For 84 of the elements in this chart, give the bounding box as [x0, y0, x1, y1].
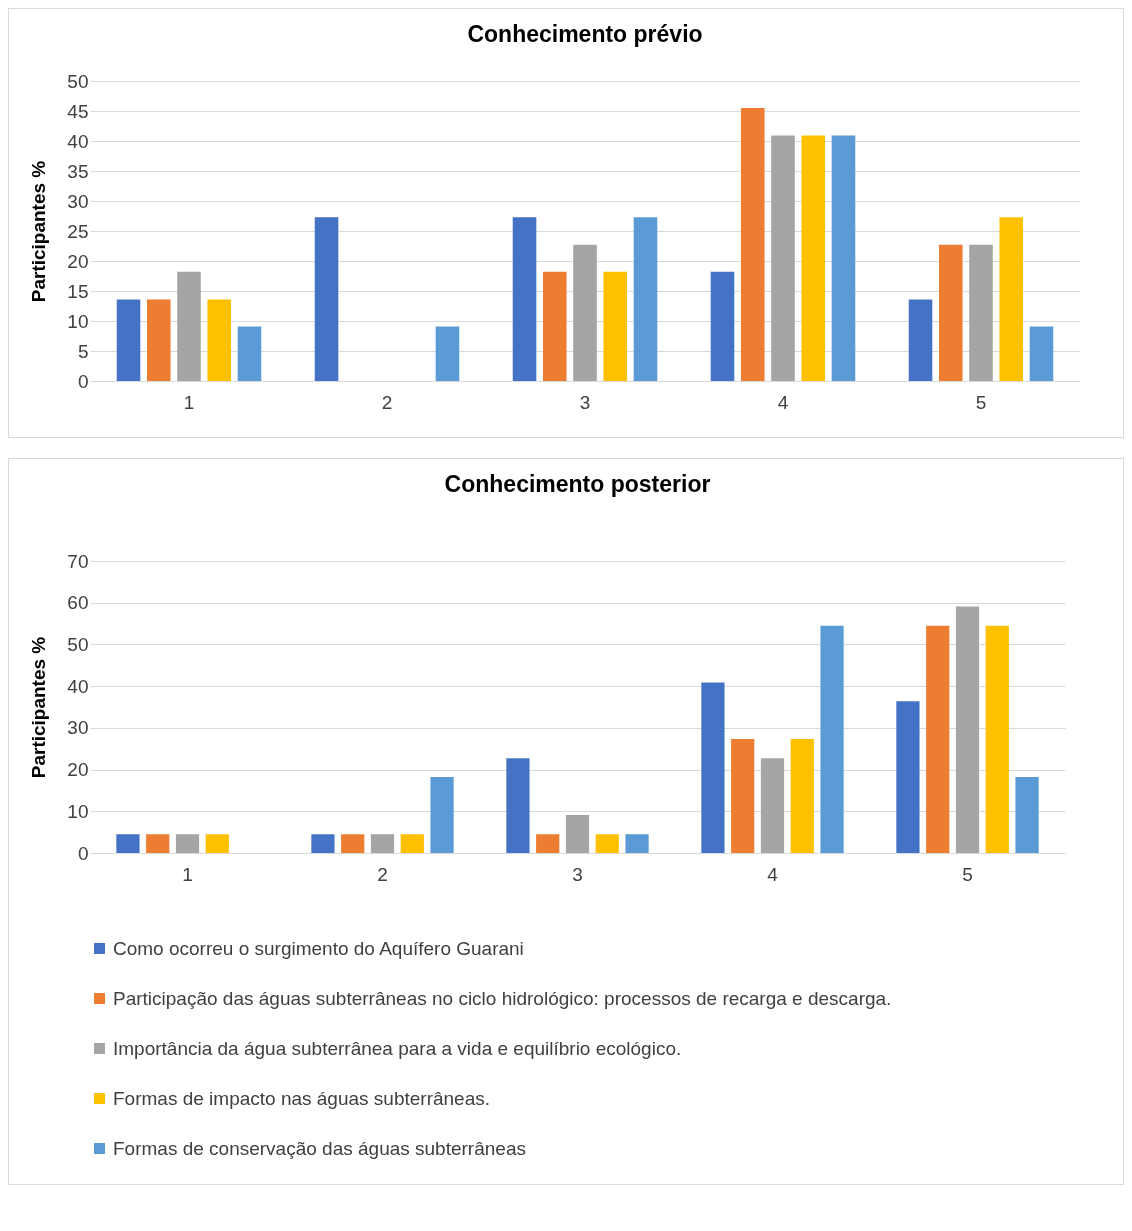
bar [955, 606, 980, 853]
x-tick-label: 1 [182, 863, 193, 885]
bar [603, 271, 628, 381]
bar [175, 834, 200, 853]
bar [237, 326, 262, 381]
bar [506, 758, 530, 853]
y-tick-label: 15 [67, 280, 89, 302]
bar [938, 244, 963, 381]
y-tick-label: 10 [67, 310, 89, 332]
y-tick-label: 40 [67, 130, 89, 152]
bar [1029, 326, 1054, 381]
legend-label: Participação das águas subterrâneas no ciclo hidrológico: processos de recarga e descarga. [113, 987, 892, 1009]
y-tick-label: 60 [67, 592, 89, 614]
bar [205, 834, 229, 853]
y-tick-label: 35 [67, 160, 89, 182]
x-tick-label: 5 [962, 863, 973, 885]
bar [146, 834, 170, 853]
bar [831, 135, 856, 381]
bar [314, 217, 339, 381]
y-tick-label: 10 [67, 800, 89, 822]
x-tick-label: 5 [975, 391, 987, 413]
legend-label: Formas de conservação das águas subterrâneas [113, 1137, 526, 1159]
y-axis-title: Participantes % [28, 636, 50, 779]
chart-title: Conhecimento posterior [444, 471, 711, 497]
x-tick-label: 2 [381, 391, 393, 413]
bar [908, 299, 933, 381]
y-tick-label: 5 [77, 340, 89, 362]
bar [177, 271, 201, 381]
bar [999, 217, 1024, 381]
bar [573, 244, 597, 381]
bar [595, 834, 619, 853]
y-tick-label: 30 [67, 190, 89, 212]
bar [801, 135, 826, 381]
bar [731, 739, 755, 853]
bar [710, 271, 735, 381]
bar [542, 271, 567, 381]
y-tick-label: 50 [67, 70, 89, 92]
y-axis-title: Participantes % [28, 160, 50, 303]
legend-label: Como ocorreu o surgimento do Aquífero Guarani [113, 937, 524, 959]
bar [400, 834, 424, 853]
legend-label: Formas de impacto nas águas subterrâneas. [113, 1087, 491, 1109]
y-tick-label: 40 [67, 675, 89, 697]
bar [116, 299, 141, 381]
bar [633, 217, 658, 381]
legend-label: Importância da água subterrânea para a vida e equilíbrio ecológico. [113, 1037, 682, 1059]
y-tick-label: 70 [67, 550, 89, 572]
bar [760, 758, 785, 853]
bar [625, 834, 649, 853]
x-tick-label: 3 [572, 863, 583, 885]
bar [969, 244, 993, 381]
bar [1015, 777, 1039, 853]
bar [985, 625, 1009, 853]
bar [146, 299, 171, 381]
x-tick-label: 4 [767, 863, 779, 885]
y-tick-label: 0 [77, 370, 89, 392]
bar [701, 682, 725, 853]
y-tick-label: 45 [67, 100, 89, 122]
bar [740, 108, 765, 381]
bar [771, 135, 795, 381]
x-tick-label: 3 [579, 391, 591, 413]
bar [207, 299, 232, 381]
y-tick-label: 20 [67, 759, 89, 781]
y-tick-label: 0 [77, 842, 89, 864]
x-tick-label: 1 [183, 391, 195, 413]
chart-title: Conhecimento prévio [467, 21, 703, 47]
bar [820, 625, 844, 853]
x-tick-label: 2 [377, 863, 388, 885]
bar [790, 739, 814, 853]
bar [370, 834, 395, 853]
bar [536, 834, 560, 853]
y-tick-label: 30 [67, 717, 89, 739]
bar [435, 326, 460, 381]
bar [341, 834, 365, 853]
bar [926, 625, 950, 853]
y-tick-label: 50 [67, 633, 89, 655]
bar [896, 701, 920, 853]
y-tick-label: 20 [67, 250, 89, 272]
bar [565, 815, 590, 853]
bar [430, 777, 454, 853]
y-tick-label: 25 [67, 220, 89, 242]
bar [116, 834, 140, 853]
bar [512, 217, 537, 381]
bar [311, 834, 335, 853]
x-tick-label: 4 [777, 391, 789, 413]
